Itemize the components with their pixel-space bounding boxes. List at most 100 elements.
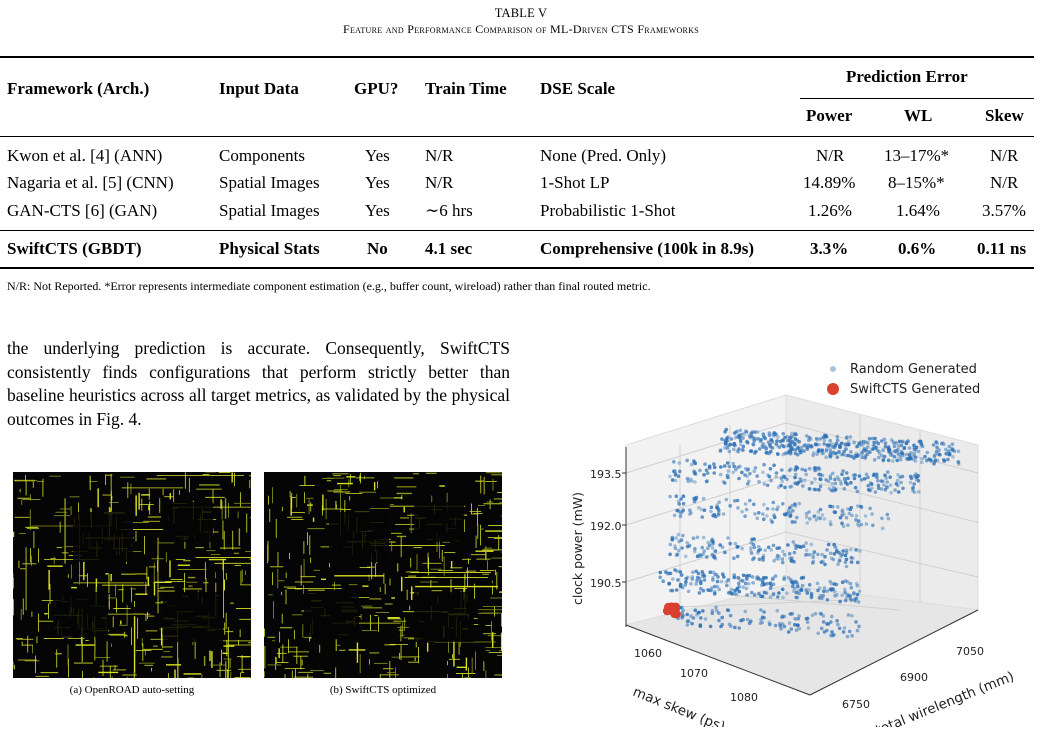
random-point: [886, 458, 891, 463]
table-cell: N/R: [425, 146, 454, 165]
scatter-3d-svg: 193.5 192.0 190.5 clock power (mW) 1060 …: [570, 362, 1016, 731]
table-highlight-rule: [0, 230, 1034, 231]
random-point: [737, 476, 741, 481]
random-point: [757, 511, 761, 515]
random-point: [751, 442, 755, 447]
random-point: [835, 435, 840, 439]
random-point: [695, 578, 699, 583]
random-point: [818, 467, 822, 472]
random-point: [818, 593, 823, 598]
random-point: [681, 608, 685, 612]
random-point: [823, 554, 827, 559]
random-point: [810, 613, 815, 618]
random-point: [831, 450, 836, 455]
random-point: [768, 622, 772, 627]
random-point: [698, 468, 702, 473]
highlight-cell: 3.3%: [810, 239, 849, 258]
random-point: [732, 431, 737, 435]
random-point: [850, 633, 854, 638]
random-point: [773, 574, 778, 578]
random-point: [956, 460, 961, 464]
x-axis-line: [625, 624, 811, 696]
random-point: [897, 455, 902, 459]
random-point: [774, 442, 778, 446]
random-point: [768, 581, 773, 585]
x-tick-label: 1080: [730, 691, 758, 704]
random-point: [837, 626, 842, 631]
random-point: [876, 478, 880, 483]
random-point: [870, 436, 875, 441]
table-cell: GAN-CTS [6] (GAN): [7, 201, 158, 220]
figure-caption-b: (b) SwiftCTS optimized: [329, 684, 437, 696]
random-point: [680, 615, 684, 620]
random-point: [694, 582, 698, 586]
random-point: [859, 522, 864, 527]
random-point: [861, 439, 866, 444]
random-point: [937, 452, 942, 457]
random-point: [854, 581, 859, 586]
random-point: [804, 548, 809, 553]
layout-image-openroad: [13, 472, 251, 678]
random-point: [772, 515, 777, 520]
random-point: [781, 549, 785, 554]
random-point: [697, 505, 701, 510]
random-point: [836, 450, 841, 454]
random-point: [771, 432, 775, 437]
random-point: [789, 484, 794, 489]
random-point: [826, 479, 831, 484]
random-point: [896, 448, 900, 452]
table-cell: N/R: [425, 173, 454, 192]
y-tick-label: 7050: [956, 645, 984, 658]
random-point: [806, 626, 811, 630]
random-point: [793, 431, 797, 436]
random-point: [747, 581, 751, 586]
random-point: [813, 477, 817, 481]
random-point: [811, 561, 815, 565]
random-point: [743, 429, 748, 433]
random-point: [771, 507, 775, 511]
header-framework: Framework (Arch.): [7, 79, 150, 98]
random-point: [866, 475, 870, 480]
random-point: [756, 545, 761, 549]
random-point: [796, 480, 801, 485]
random-point: [797, 591, 801, 596]
random-point: [896, 445, 901, 450]
random-point: [681, 533, 685, 538]
random-point: [680, 510, 684, 514]
random-point: [759, 608, 763, 612]
random-point: [830, 630, 834, 634]
random-point: [809, 595, 814, 600]
table-cell: Spatial Images: [219, 173, 320, 192]
random-point: [941, 441, 945, 445]
random-point: [824, 434, 829, 439]
random-point: [828, 504, 833, 509]
random-point: [797, 614, 801, 618]
random-point: [768, 467, 773, 471]
random-point: [750, 590, 754, 595]
random-point: [681, 501, 686, 506]
legend-marker-random: [830, 366, 836, 372]
random-point: [853, 473, 857, 477]
header-wl: WL: [904, 106, 933, 125]
random-point: [844, 595, 849, 600]
random-point: [886, 470, 890, 474]
random-point: [678, 514, 683, 519]
random-point: [786, 509, 791, 513]
x-axis-label: max skew (ps): [631, 684, 728, 727]
random-point: [925, 458, 929, 463]
random-point: [678, 570, 683, 574]
random-point: [812, 451, 816, 455]
random-point: [672, 460, 676, 464]
random-point: [826, 542, 831, 547]
random-point: [817, 487, 821, 492]
random-point: [725, 473, 730, 478]
random-point: [911, 488, 915, 493]
macro-block: [414, 502, 464, 542]
random-point: [774, 471, 779, 475]
random-point: [777, 621, 782, 626]
random-point: [780, 622, 785, 626]
prediction-error-rule: [800, 98, 1034, 99]
random-point: [880, 516, 884, 521]
random-point: [818, 611, 823, 616]
table-cell: Probabilistic 1-Shot: [540, 201, 676, 220]
